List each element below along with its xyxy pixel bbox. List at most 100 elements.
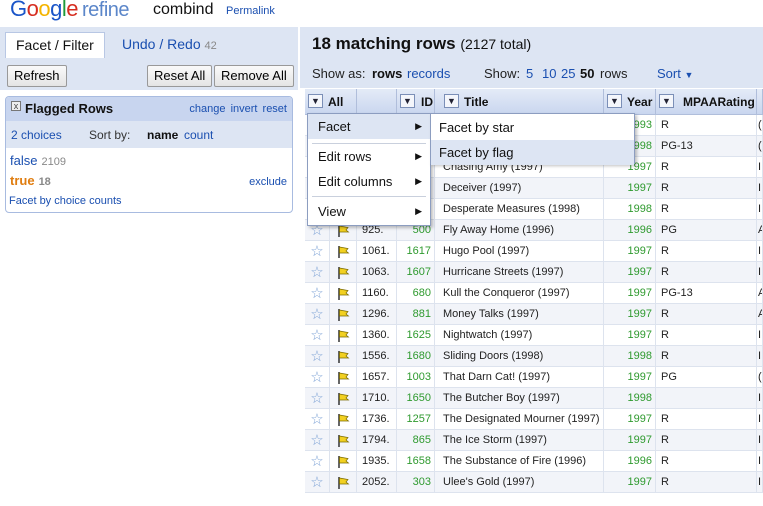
close-icon[interactable]: x: [11, 101, 21, 111]
cell-title[interactable]: Sliding Doors (1998): [435, 346, 604, 367]
cell-mpaarating[interactable]: PG-13: [656, 283, 757, 304]
star-icon[interactable]: ☆: [305, 430, 330, 451]
cell-title[interactable]: The Substance of Fire (1996): [435, 451, 604, 472]
star-icon[interactable]: ☆: [305, 409, 330, 430]
cell-title[interactable]: Hugo Pool (1997): [435, 241, 604, 262]
remove-all-button[interactable]: Remove All: [214, 65, 294, 87]
column-header-year[interactable]: ▼ Year: [604, 89, 656, 115]
menu-item-facet-by-star[interactable]: Facet by star: [439, 120, 515, 135]
column-header-extra[interactable]: [757, 89, 763, 115]
cell-mpaarating[interactable]: R: [656, 262, 757, 283]
cell-id[interactable]: 1680: [397, 346, 435, 367]
flag-icon[interactable]: [330, 367, 357, 388]
cell-title[interactable]: Kull the Conqueror (1997): [435, 283, 604, 304]
cell-year[interactable]: 1997: [604, 178, 656, 199]
flag-icon[interactable]: [330, 472, 357, 493]
cell-extra[interactable]: I: [757, 472, 763, 493]
cell-extra[interactable]: I: [757, 199, 763, 220]
menu-item-facet[interactable]: Facet ▶: [308, 114, 430, 139]
column-header-mpaarating[interactable]: ▼ MPAARating: [656, 89, 757, 115]
cell-title[interactable]: Fly Away Home (1996): [435, 220, 604, 241]
flag-icon[interactable]: [330, 283, 357, 304]
facet-invert-link[interactable]: invert: [230, 103, 258, 115]
cell-mpaarating[interactable]: R: [656, 472, 757, 493]
facet-change-link[interactable]: change: [189, 103, 226, 115]
cell-id[interactable]: 1003: [397, 367, 435, 388]
cell-extra[interactable]: (: [757, 115, 763, 136]
chevron-down-icon[interactable]: ▼: [659, 94, 674, 108]
cell-year[interactable]: 1997: [604, 430, 656, 451]
permalink-link[interactable]: Permalink: [226, 5, 275, 17]
cell-title[interactable]: The Ice Storm (1997): [435, 430, 604, 451]
cell-year[interactable]: 1997: [604, 283, 656, 304]
cell-extra[interactable]: I: [757, 157, 763, 178]
cell-year[interactable]: 1997: [604, 325, 656, 346]
cell-id[interactable]: 1658: [397, 451, 435, 472]
cell-extra[interactable]: I: [757, 325, 763, 346]
reset-all-button[interactable]: Reset All: [147, 65, 213, 87]
cell-extra[interactable]: I: [757, 430, 763, 451]
cell-year[interactable]: 1997: [604, 367, 656, 388]
flag-icon[interactable]: [330, 304, 357, 325]
cell-year[interactable]: 1997: [604, 241, 656, 262]
cell-year[interactable]: 1996: [604, 451, 656, 472]
flag-icon[interactable]: [330, 220, 357, 241]
cell-id[interactable]: 865: [397, 430, 435, 451]
star-icon[interactable]: ☆: [305, 325, 330, 346]
flag-icon[interactable]: [330, 325, 357, 346]
choices-count-link[interactable]: 2 choices: [11, 128, 62, 142]
refresh-button[interactable]: Refresh: [7, 65, 67, 87]
flag-icon[interactable]: [330, 451, 357, 472]
cell-id[interactable]: 1625: [397, 325, 435, 346]
cell-year[interactable]: 1998: [604, 388, 656, 409]
cell-mpaarating[interactable]: R: [656, 178, 757, 199]
star-icon[interactable]: ☆: [305, 241, 330, 262]
star-icon[interactable]: ☆: [305, 304, 330, 325]
chevron-down-icon[interactable]: ▼: [444, 94, 459, 108]
flag-icon[interactable]: [330, 346, 357, 367]
cell-id[interactable]: 1257: [397, 409, 435, 430]
cell-id[interactable]: [397, 157, 435, 178]
sort-menu[interactable]: Sort ▼: [657, 66, 693, 81]
cell-id[interactable]: 1607: [397, 262, 435, 283]
cell-extra[interactable]: I: [757, 262, 763, 283]
cell-extra[interactable]: (: [757, 367, 763, 388]
cell-mpaarating[interactable]: PG: [656, 367, 757, 388]
cell-mpaarating[interactable]: PG: [656, 220, 757, 241]
cell-extra[interactable]: I: [757, 241, 763, 262]
cell-year[interactable]: 1997: [604, 262, 656, 283]
star-icon[interactable]: ☆: [305, 472, 330, 493]
cell-title[interactable]: Deceiver (1997): [435, 178, 604, 199]
flag-icon[interactable]: [330, 409, 357, 430]
flag-icon[interactable]: [330, 388, 357, 409]
facet-reset-link[interactable]: reset: [262, 103, 287, 115]
cell-mpaarating[interactable]: R: [656, 451, 757, 472]
cell-id[interactable]: 881: [397, 304, 435, 325]
cell-id[interactable]: 303: [397, 472, 435, 493]
cell-title[interactable]: Desperate Measures (1998): [435, 199, 604, 220]
cell-title[interactable]: The Designated Mourner (1997): [435, 409, 604, 430]
cell-title[interactable]: Ulee's Gold (1997): [435, 472, 604, 493]
cell-id[interactable]: [397, 199, 435, 220]
cell-mpaarating[interactable]: R: [656, 115, 757, 136]
cell-mpaarating[interactable]: R: [656, 325, 757, 346]
cell-id[interactable]: 1650: [397, 388, 435, 409]
menu-item-edit-rows[interactable]: Edit rows ▶: [308, 144, 430, 169]
tab-undo-redo[interactable]: Undo / Redo 42: [112, 32, 227, 58]
menu-item-view[interactable]: View ▶: [308, 199, 430, 224]
cell-year[interactable]: 1998: [604, 346, 656, 367]
cell-mpaarating[interactable]: [656, 388, 757, 409]
cell-mpaarating[interactable]: PG-13: [656, 136, 757, 157]
cell-year[interactable]: 1998: [604, 199, 656, 220]
cell-mpaarating[interactable]: R: [656, 409, 757, 430]
cell-title[interactable]: That Darn Cat! (1997): [435, 367, 604, 388]
cell-mpaarating[interactable]: R: [656, 157, 757, 178]
cell-mpaarating[interactable]: R: [656, 241, 757, 262]
star-icon[interactable]: ☆: [305, 451, 330, 472]
cell-year[interactable]: 1996: [604, 220, 656, 241]
cell-title[interactable]: Money Talks (1997): [435, 304, 604, 325]
chevron-down-icon[interactable]: ▼: [607, 94, 622, 108]
sort-by-name[interactable]: name: [147, 128, 179, 142]
cell-id[interactable]: 500: [397, 220, 435, 241]
tab-facet-filter[interactable]: Facet / Filter: [5, 32, 105, 58]
